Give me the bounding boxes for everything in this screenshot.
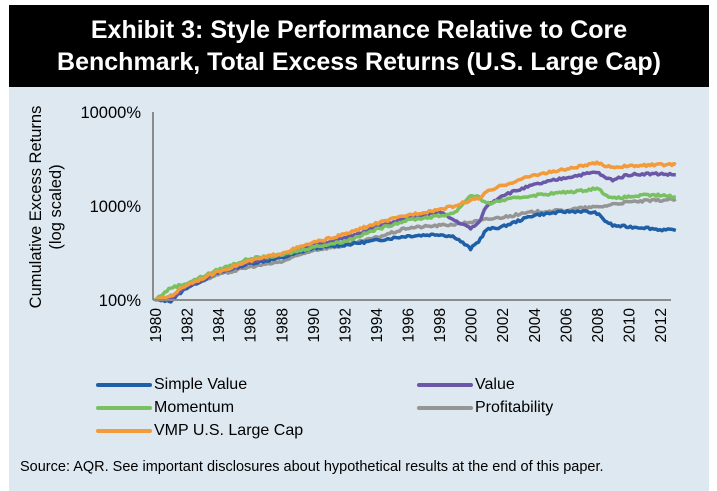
legend-swatch: [96, 406, 152, 410]
x-tick-label: 1996: [401, 308, 418, 342]
chart-panel: Cumulative Excess Returns (log scaled) 1…: [9, 87, 709, 491]
x-tick-label: 1998: [432, 308, 449, 342]
legend-swatch: [96, 383, 152, 387]
legend-item: Profitability: [417, 399, 553, 417]
x-axis-ticks: 1980 1982 1984 1986 1988 1990 1992 1994 1996 1998…: [148, 308, 670, 343]
chart-title-line-2: Benchmark, Total Excess Returns (U.S. La…: [57, 48, 661, 76]
x-tick-label: 2004: [527, 308, 544, 343]
chart-title: Exhibit 3: Style Performance Relative to…: [9, 5, 709, 87]
x-tick-label: 2000: [464, 308, 481, 343]
x-tick-label: 1982: [180, 308, 197, 342]
legend-label: Value: [475, 376, 515, 393]
y-axis-label: Cumulative Excess Returns (log scaled): [27, 106, 65, 309]
x-tick-label: 2008: [590, 308, 607, 342]
legend-item: Momentum: [96, 399, 234, 417]
x-tick-label: 1992: [337, 308, 354, 342]
x-tick-label: 1986: [243, 308, 260, 342]
line-chart: Cumulative Excess Returns (log scaled) 1…: [27, 104, 677, 343]
x-tick-label: 2002: [495, 308, 512, 342]
x-tick-label: 2012: [653, 308, 670, 342]
legend-label: Profitability: [475, 399, 554, 416]
y-tick-label: 1000%: [90, 198, 142, 216]
y-tick-label: 100%: [99, 292, 142, 310]
chart-title-line-1: Exhibit 3: Style Performance Relative to…: [90, 16, 628, 44]
legend-swatch: [417, 406, 473, 410]
legend-label: Simple Value: [154, 376, 248, 393]
x-tick-label: 1988: [274, 308, 291, 342]
x-tick-label: 1990: [306, 308, 323, 343]
legend-swatch: [96, 429, 152, 433]
y-axis-label-line-1: Cumulative Excess Returns: [27, 106, 45, 309]
y-axis-ticks: 100% 1000% 10000%: [80, 104, 141, 310]
y-tick-label: 10000%: [80, 104, 141, 122]
source-note: Source: AQR. See important disclosures a…: [20, 459, 604, 475]
legend-swatch: [417, 383, 473, 387]
x-tick-label: 1980: [148, 308, 165, 343]
legend-label: VMP U.S. Large Cap: [154, 422, 304, 439]
series-line-simple-value: [154, 208, 677, 304]
legend-item: VMP U.S. Large Cap: [96, 422, 303, 440]
x-tick-label: 2010: [621, 308, 638, 343]
series-lines: [153, 160, 677, 304]
x-tick-label: 1984: [211, 308, 228, 343]
legend-label: Momentum: [154, 399, 235, 416]
x-tick-label: 2006: [558, 308, 575, 342]
series-line-vmp-u-s-large-cap: [154, 160, 677, 302]
legend-item: Simple Value: [96, 376, 247, 394]
x-tick-label: 1994: [369, 308, 386, 343]
legend-item: Value: [417, 376, 515, 394]
y-axis-label-line-2: (log scaled): [47, 164, 65, 249]
